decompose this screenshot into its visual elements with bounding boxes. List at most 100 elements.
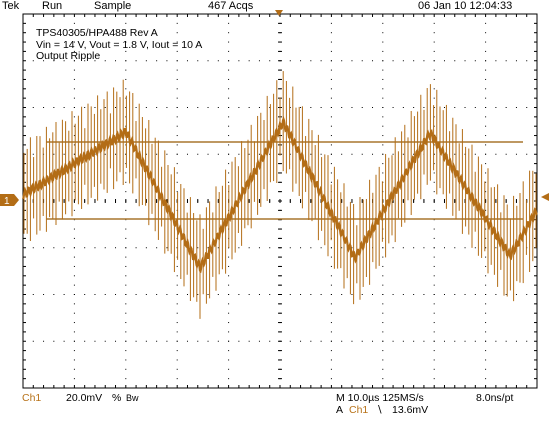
channel-scale: 20.0mV: [66, 392, 103, 404]
grid-dot: [269, 60, 271, 62]
grid-dot: [73, 350, 75, 352]
grid-dot: [238, 247, 240, 249]
grid-dot: [351, 153, 353, 155]
grid-dot: [433, 163, 435, 165]
grid-dot: [145, 153, 147, 155]
grid-dot: [73, 209, 75, 211]
grid-dot: [84, 294, 86, 295]
grid-dot: [73, 237, 75, 239]
grid-dot: [474, 60, 476, 62]
grid-dot: [156, 340, 158, 342]
grid-dot: [73, 107, 75, 108]
grid-dot: [382, 97, 384, 99]
cursor-lines[interactable]: [46, 141, 523, 220]
grid-dot: [197, 60, 199, 62]
grid-dot: [351, 60, 353, 62]
grid-dot: [73, 191, 75, 193]
grid-dot: [156, 107, 158, 108]
grid-dot: [330, 284, 332, 286]
grid-dot: [135, 294, 137, 295]
trigger-position-marker: [275, 10, 283, 16]
grid-dot: [402, 294, 404, 295]
grid-dot: [433, 22, 435, 24]
grid-dot: [382, 50, 384, 52]
run-state[interactable]: Run: [42, 0, 63, 12]
grid-dot: [320, 247, 322, 249]
grid-dot: [104, 247, 106, 249]
grid-dot: [207, 153, 209, 155]
grid-dot: [73, 228, 75, 230]
grid-dot: [341, 340, 343, 342]
grid-dot: [176, 135, 178, 137]
grid-dot: [125, 163, 127, 165]
grid-dot: [73, 125, 75, 127]
grid-dot: [176, 144, 178, 146]
grid-dot: [330, 294, 332, 295]
grid-dot: [330, 78, 332, 80]
grid-dot: [269, 294, 271, 295]
grid-dot: [125, 69, 127, 71]
grid-dot: [228, 78, 230, 80]
grid-dot: [176, 331, 178, 333]
grid-dot: [125, 107, 127, 108]
grid-dot: [289, 294, 291, 295]
grid-dot: [382, 60, 384, 62]
grid-dot: [228, 107, 230, 108]
grid-dot: [330, 265, 332, 267]
grid-dot: [382, 340, 384, 342]
grid-dot: [73, 340, 75, 342]
grid-dot: [526, 340, 528, 342]
grid-dot: [186, 107, 188, 108]
trigger-level: 13.6mV: [392, 404, 429, 416]
grid-dot: [73, 359, 75, 361]
grid-dot: [382, 350, 384, 352]
grid-dot: [464, 247, 466, 249]
grid-dot: [217, 107, 219, 108]
grid-dot: [43, 60, 45, 62]
grid-dot: [433, 265, 435, 267]
grid-dot: [135, 60, 137, 62]
status-bar: Tek Run Sample 467 Acqs 06 Jan 10 12:04:…: [0, 0, 549, 14]
grid-dot: [402, 247, 404, 249]
grid-dot: [176, 322, 178, 324]
grid-dot: [474, 153, 476, 155]
channel-label[interactable]: Ch1: [22, 392, 42, 404]
grid-dot: [454, 340, 456, 342]
grid-dot: [485, 107, 487, 108]
grid-dot: [73, 41, 75, 43]
grid-dot: [73, 303, 75, 305]
grid-dot: [104, 294, 106, 295]
grid-dot: [330, 125, 332, 127]
grid-dot: [433, 60, 435, 62]
bandwidth-limit-icon: Bw: [126, 393, 139, 403]
grid-dot: [382, 331, 384, 333]
grid-dot: [73, 22, 75, 24]
grid-dot: [73, 50, 75, 52]
grid-dot: [125, 144, 127, 146]
grid-dot: [84, 247, 86, 249]
grid-dot: [330, 32, 332, 34]
grid-dot: [32, 294, 34, 295]
grid-dot: [433, 41, 435, 43]
grid-dot: [125, 294, 127, 295]
grid-dot: [156, 294, 158, 295]
grid-dot: [94, 294, 96, 295]
grid-dot: [433, 32, 435, 34]
grid-dot: [258, 153, 260, 155]
grid-dot: [464, 340, 466, 342]
grid-dot: [485, 22, 487, 24]
grid-dot: [485, 153, 487, 155]
grid-dot: [310, 153, 312, 155]
grid-dot: [464, 294, 466, 295]
grid-dot: [382, 69, 384, 71]
acquisition-mode[interactable]: Sample: [94, 0, 132, 12]
grid-dot: [176, 69, 178, 71]
grid-dot: [289, 60, 291, 62]
grid-dot: [145, 60, 147, 62]
grid-dot: [495, 340, 497, 342]
grid-dot: [433, 191, 435, 193]
grid-dot: [207, 294, 209, 295]
grid-dot: [330, 359, 332, 361]
grid-dot: [330, 153, 332, 155]
grid-dot: [145, 107, 147, 108]
